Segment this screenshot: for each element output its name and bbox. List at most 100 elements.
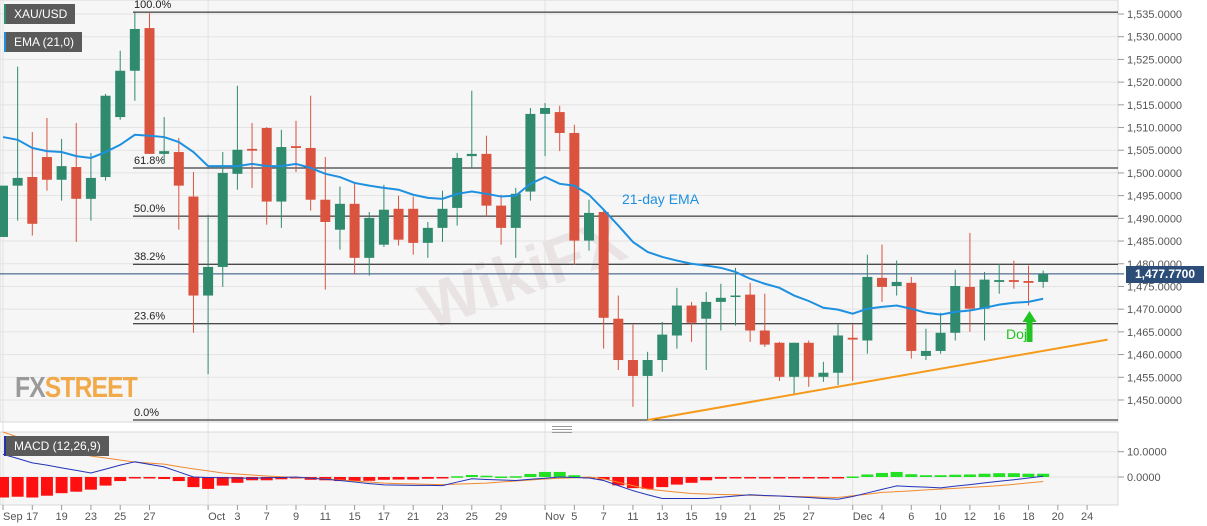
- x-tick-label: 21: [744, 511, 756, 523]
- price-panel: [0, 0, 1119, 423]
- candle: [481, 135, 492, 217]
- macd-histogram-bar: [670, 477, 683, 485]
- candle: [85, 152, 96, 221]
- candle-body: [935, 332, 946, 351]
- x-tick-label: 23: [436, 511, 448, 523]
- x-tick-label: 23: [85, 511, 97, 523]
- macd-legend[interactable]: MACD (12,26,9): [4, 436, 109, 456]
- x-tick-label: 25: [773, 511, 785, 523]
- macd-histogram-bar: [539, 471, 552, 477]
- candle: [247, 122, 258, 188]
- candle-body: [349, 203, 360, 258]
- y-tick-label: 1,510.0000: [1127, 123, 1182, 135]
- macd-histogram-bar: [1007, 473, 1020, 477]
- x-tick-label: 15: [685, 511, 697, 523]
- panel-resize-handle[interactable]: [552, 426, 572, 433]
- macd-histogram-bar: [436, 477, 449, 479]
- candle-body: [85, 177, 96, 199]
- candle: [349, 182, 360, 275]
- y-tick-label: 1,525.0000: [1127, 54, 1182, 66]
- candle-body: [173, 152, 184, 186]
- macd-histogram-bar: [348, 477, 361, 482]
- y-tick-label: 1,450.0000: [1127, 395, 1182, 407]
- candle: [510, 187, 521, 258]
- candle-body: [188, 196, 199, 296]
- macd-histogram-bar: [817, 477, 830, 479]
- candle-body: [1023, 281, 1034, 283]
- macd-histogram-bar: [377, 477, 390, 480]
- x-tick-label: Nov: [545, 511, 565, 523]
- candle: [847, 324, 858, 381]
- candle-body: [994, 280, 1005, 282]
- macd-histogram-bar: [0, 477, 9, 498]
- macd-histogram-bar: [495, 476, 508, 478]
- candle-body: [437, 208, 448, 228]
- macd-histogram-bar: [568, 475, 581, 477]
- macd-histogram-bar: [407, 477, 420, 480]
- y-tick-label: 1,455.0000: [1127, 372, 1182, 384]
- candle: [496, 194, 507, 245]
- macd-histogram-bar: [861, 474, 874, 477]
- macd-histogram-bar: [744, 477, 757, 479]
- symbol-legend[interactable]: XAU/USD: [4, 4, 76, 24]
- macd-histogram-bar: [392, 477, 405, 480]
- candle-body: [877, 277, 887, 287]
- candle-body: [203, 266, 214, 296]
- x-tick-label: 9: [293, 511, 299, 523]
- fib-label: 50.0%: [134, 203, 165, 215]
- candle-body: [701, 301, 712, 319]
- candle: [730, 267, 741, 326]
- candle-body: [540, 107, 551, 114]
- candle-body: [129, 28, 140, 71]
- macd-histogram-bar: [216, 477, 229, 486]
- macd-histogram-bar: [846, 476, 859, 478]
- macd-histogram-bar: [11, 477, 24, 497]
- x-tick-label: 21: [407, 511, 419, 523]
- macd-histogram-bar: [641, 477, 654, 489]
- candle-body: [291, 146, 301, 148]
- candle: [803, 340, 814, 387]
- candle: [364, 211, 375, 276]
- candle-body: [833, 335, 844, 373]
- x-tick-label: 17: [26, 511, 38, 523]
- candle: [935, 312, 946, 354]
- y-tick-label: 1,485.0000: [1127, 236, 1182, 248]
- x-tick-label: 5: [571, 511, 577, 523]
- candle-body: [481, 153, 492, 206]
- candle: [27, 132, 38, 236]
- candle-body: [1038, 273, 1049, 282]
- x-tick-label: 7: [601, 511, 607, 523]
- macd-histogram-bar: [919, 475, 932, 477]
- candle: [305, 95, 316, 211]
- candle-body: [27, 177, 38, 224]
- candle: [745, 282, 756, 342]
- candle: [408, 196, 419, 255]
- candle-body: [276, 147, 287, 202]
- candle: [789, 342, 800, 395]
- candle-body: [554, 112, 565, 133]
- candle: [642, 351, 653, 420]
- macd-panel: [0, 431, 1119, 506]
- macd-histogram-bar: [158, 477, 171, 480]
- ema-legend[interactable]: EMA (21,0): [4, 32, 83, 52]
- fib-label: 38.2%: [134, 251, 165, 263]
- candle-body: [642, 360, 653, 376]
- candle-body: [730, 295, 741, 298]
- ema-line: [2, 133, 1044, 316]
- y-tick-label: 1,490.0000: [1127, 213, 1182, 225]
- candle-body: [613, 318, 624, 361]
- candle-body: [774, 342, 785, 377]
- candle: [261, 127, 272, 225]
- macd-histogram-bar: [465, 474, 478, 477]
- macd-histogram-bar: [949, 474, 962, 477]
- candle: [159, 117, 170, 163]
- candle-body: [422, 227, 433, 243]
- macd-histogram-bar: [55, 477, 68, 494]
- candle: [276, 129, 287, 228]
- macd-histogram-bar: [70, 477, 83, 492]
- candle: [598, 208, 609, 349]
- x-tick-label: 6: [908, 511, 914, 523]
- macd-histogram-bar: [612, 477, 625, 486]
- y-tick-label: 1,505.0000: [1127, 145, 1182, 157]
